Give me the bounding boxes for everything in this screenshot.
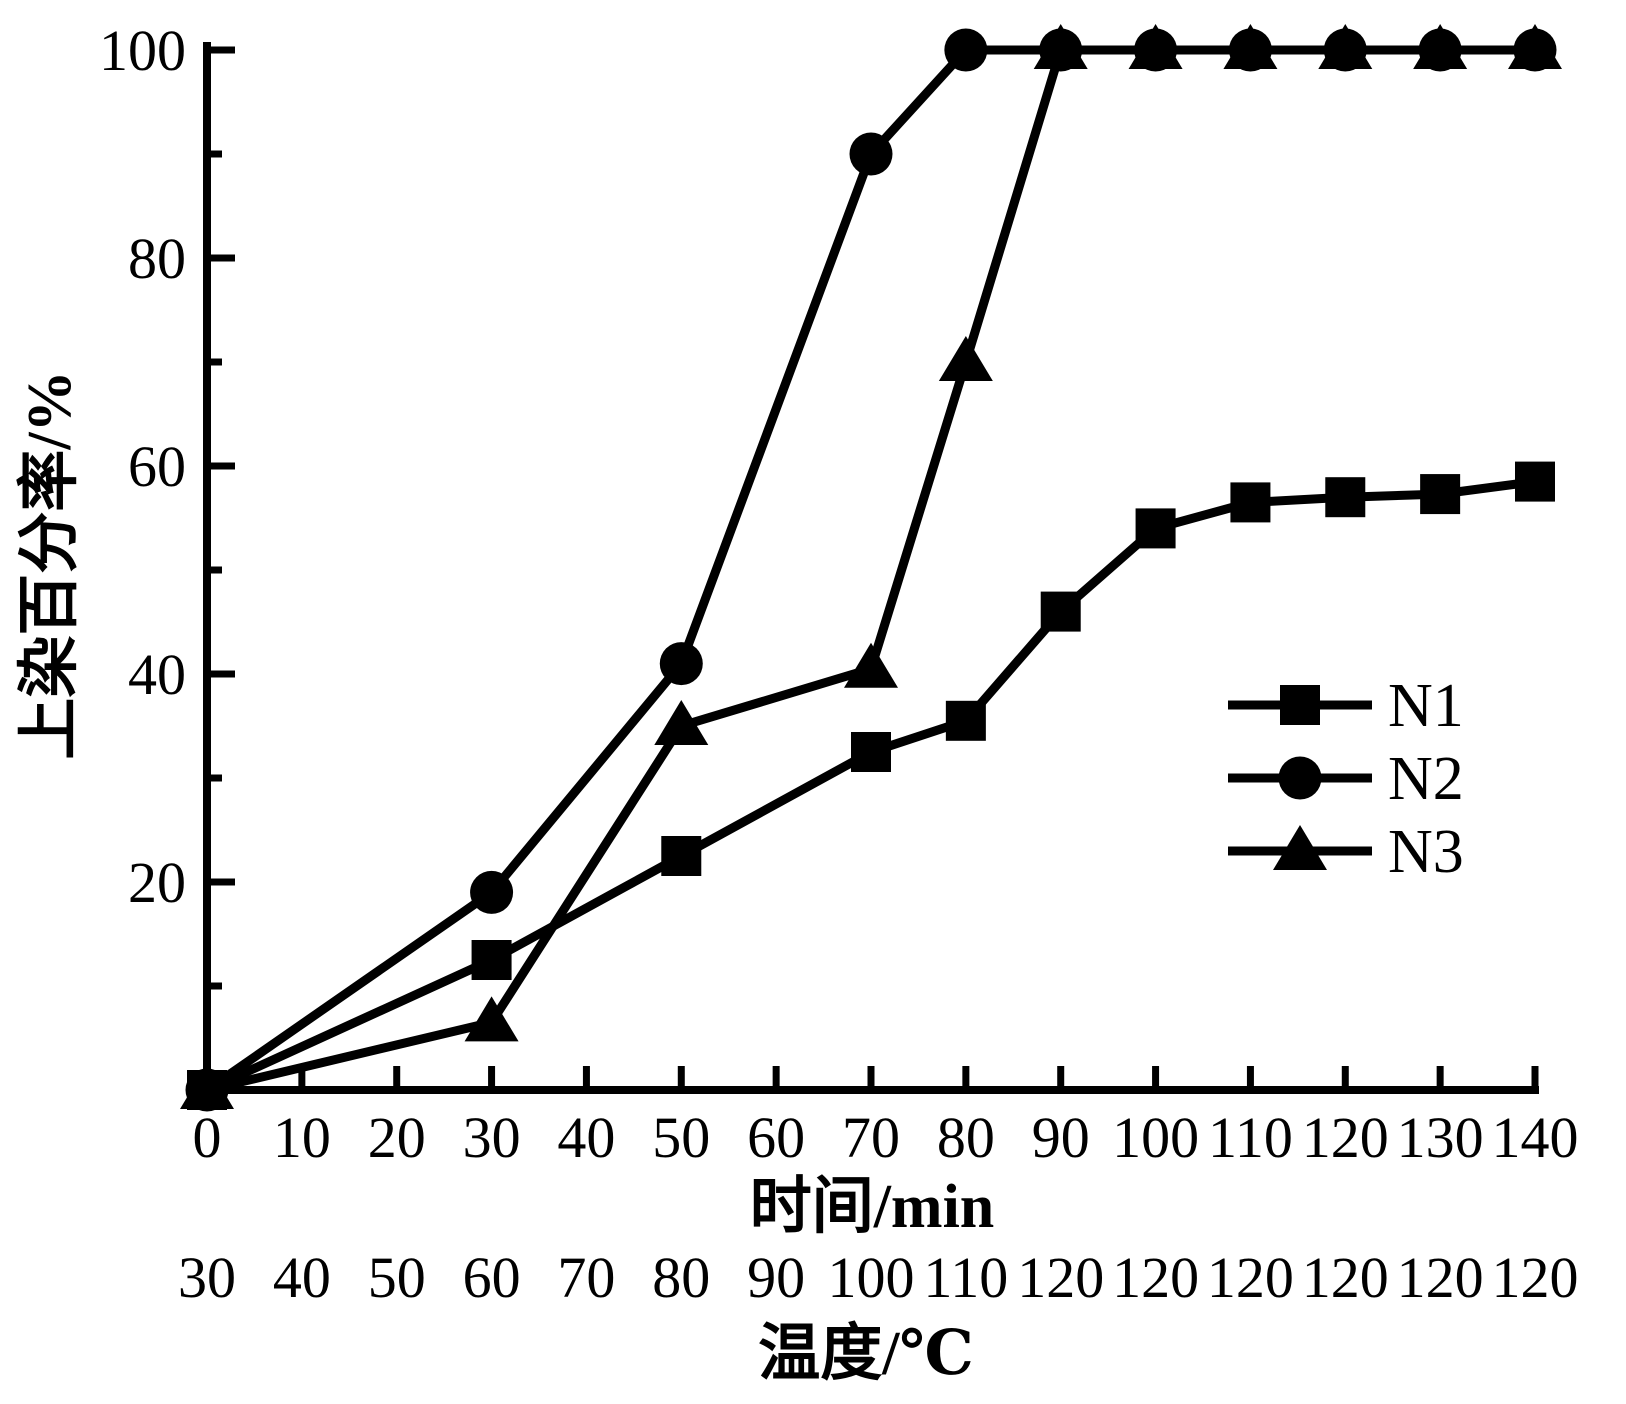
x-tick-label: 10 [273, 1105, 331, 1170]
series-N1-marker [1325, 477, 1366, 518]
series-N3 [180, 24, 1562, 1109]
series-N1-marker [851, 732, 891, 772]
x-tick-label: 0 [193, 1105, 222, 1170]
x2-tick-label: 110 [923, 1245, 1008, 1310]
series-N1-marker [945, 700, 986, 741]
legend-item-N3: N3 [1228, 818, 1464, 886]
legend-square-marker [1280, 685, 1320, 725]
x2-tick-label: 90 [747, 1245, 805, 1310]
x2-tick-label: 30 [178, 1245, 236, 1310]
y-axis-title: 上染百分率/% [16, 370, 84, 760]
legend-item-N2: N2 [1228, 745, 1464, 813]
x-tick-label: 70 [842, 1105, 900, 1170]
x2-tick-label: 120 [1302, 1245, 1389, 1310]
x-tick-label: 120 [1302, 1105, 1389, 1170]
x-tick-label: 140 [1492, 1105, 1579, 1170]
x2-tick-label: 120 [1017, 1245, 1104, 1310]
x2-tick-label: 50 [368, 1245, 426, 1310]
x2-tick-label: 120 [1397, 1245, 1484, 1310]
series-N3-marker [464, 996, 519, 1042]
series-N2-marker [1134, 28, 1178, 72]
x-tick-label: 80 [937, 1105, 995, 1170]
y-tick-label: 60 [128, 434, 186, 499]
legend-label-N1: N1 [1388, 672, 1464, 740]
legend-item-N1: N1 [1228, 672, 1464, 740]
series-N2-marker [659, 642, 703, 686]
series-N2-marker [1323, 28, 1367, 72]
x2-tick-label: 80 [652, 1245, 710, 1310]
x-axis-ticks: 0 30 10 40 20 50 30 60 40 70 50 80 60 90 70 100 80 110 90 1… [178, 1066, 1579, 1310]
series-N2-marker [1513, 28, 1557, 72]
series-N1-marker [1135, 508, 1176, 549]
x-tick-label: 50 [652, 1105, 710, 1170]
legend-label-N2: N2 [1388, 745, 1464, 813]
axes [203, 42, 1539, 1094]
x-tick-label: 60 [747, 1105, 805, 1170]
x2-tick-label: 100 [828, 1245, 915, 1310]
x2-tick-label: 60 [463, 1245, 521, 1310]
x-axis-title: 时间/min [749, 1173, 995, 1241]
x2-tick-label: 70 [557, 1245, 615, 1310]
series-N2-marker [185, 1068, 229, 1112]
series-N1-line [205, 477, 1536, 1095]
series-N2-marker [1418, 28, 1462, 72]
series-N3-marker [844, 642, 898, 688]
series-N3-marker [938, 336, 993, 381]
x2-tick-label: 120 [1492, 1245, 1579, 1310]
series-N2-line [204, 45, 1535, 1094]
legend-circle-marker [1278, 756, 1322, 800]
series-N2-marker [470, 870, 514, 914]
series-N2 [185, 28, 1557, 1112]
series-N1-marker [1040, 591, 1081, 632]
x-tick-label: 40 [557, 1105, 615, 1170]
x-tick-label: 130 [1397, 1105, 1484, 1170]
series-N1-marker [1230, 482, 1271, 523]
x2-tick-label: 40 [273, 1245, 331, 1310]
x2-axis-title: 温度/℃ [758, 1320, 974, 1388]
y-tick-label: 40 [128, 642, 186, 707]
x-tick-label: 100 [1112, 1105, 1199, 1170]
series-N1-marker [1515, 461, 1555, 502]
series-N1 [187, 461, 1555, 1110]
x-tick-label: 30 [463, 1105, 521, 1170]
series-N2-marker [1039, 28, 1083, 72]
series-N2-marker [849, 132, 893, 176]
series-N3-line [205, 45, 1535, 1095]
x-tick-label: 110 [1208, 1105, 1293, 1170]
y-tick-label: 20 [128, 850, 186, 915]
x-tick-label: 20 [368, 1105, 426, 1170]
legend-label-N3: N3 [1388, 818, 1464, 886]
x2-tick-label: 120 [1207, 1245, 1294, 1310]
series-N3-marker [654, 700, 709, 745]
series-N1-marker [661, 836, 702, 876]
y-axis-ticks: 20 40 60 80 100 [99, 18, 235, 990]
x-tick-label: 90 [1032, 1105, 1090, 1170]
y-tick-label: 80 [128, 226, 186, 291]
series-N2-marker [944, 28, 988, 72]
y-tick-label: 100 [99, 18, 186, 83]
series-N2-marker [1228, 28, 1272, 72]
x2-tick-label: 120 [1112, 1245, 1199, 1310]
series-N1-marker [1420, 474, 1461, 515]
legend-triangle-marker [1273, 825, 1327, 870]
series-N1-marker [471, 940, 512, 980]
